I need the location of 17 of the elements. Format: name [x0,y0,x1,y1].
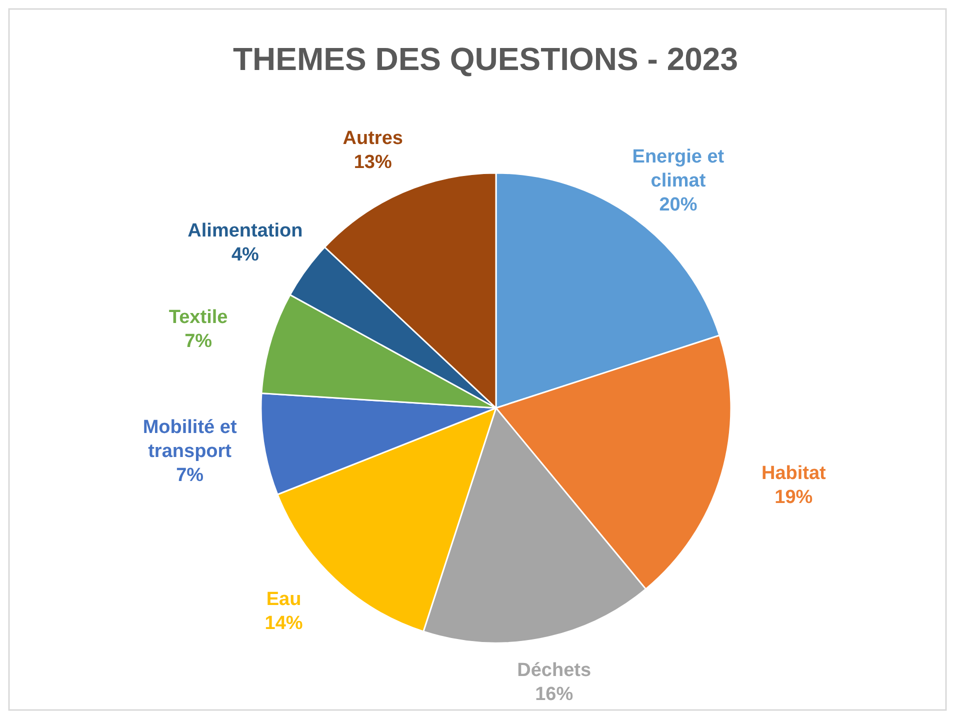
data-label: 7% [184,330,212,352]
data-label: 13% [354,152,392,174]
slice-label: Mobilité et transport [142,416,238,462]
slice-label: Eau [266,589,302,610]
slice-label: Textile [168,306,228,328]
data-label: 19% [774,487,813,508]
data-label: 20% [659,194,698,216]
data-label: 4% [231,244,260,266]
slice-label: Energie et climat [632,146,725,192]
slice-label: Déchets [517,660,592,682]
slice-label: Alimentation [188,220,303,242]
chart-title: THEMES DES QUESTIONS - 2023 [232,41,738,77]
data-label: 7% [176,464,204,486]
slice-label: Habitat [761,463,827,484]
slice-label: Autres [342,128,403,150]
data-label: 14% [264,613,303,634]
data-label: 16% [535,684,574,706]
